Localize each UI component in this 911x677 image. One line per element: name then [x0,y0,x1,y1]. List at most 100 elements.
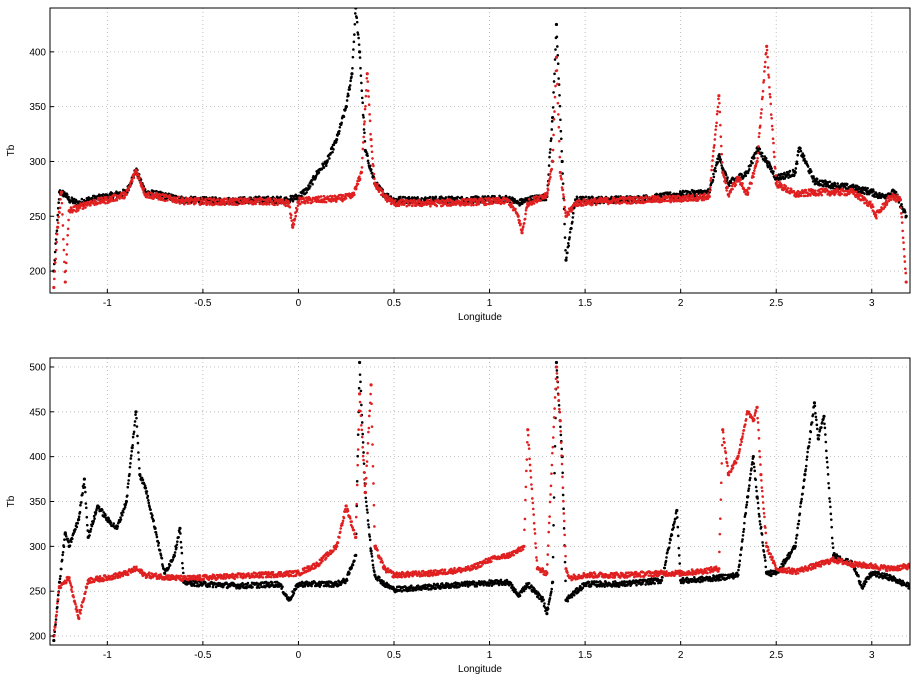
top-chart-trace-marker [289,213,293,217]
bottom-chart-trace-marker [132,430,136,434]
top-chart-trace-marker [620,201,624,205]
top-chart-trace-marker [769,113,773,116]
top-chart-data-point [359,170,364,175]
top-chart-trace-marker [347,94,350,97]
top-chart-trace-marker [372,172,376,176]
top-chart-trace-marker [362,116,365,119]
top-chart-trace-marker [363,131,366,135]
top-chart-trace-marker [458,200,462,204]
top-chart-trace-marker [431,195,434,199]
bottom-chart-trace-marker [527,581,531,585]
top-chart-trace-marker [289,216,293,220]
top-chart-trace-marker [406,199,409,203]
top-chart-trace-marker [820,193,824,197]
top-chart-trace-marker [493,194,496,198]
top-chart-trace-marker [129,183,132,187]
top-chart-trace-marker [768,85,771,89]
top-chart-trace-marker [544,198,548,202]
bottom-chart-trace-marker [499,578,503,582]
top-chart-y-tick-label: 300 [29,157,46,168]
bottom-chart-trace-marker [109,521,113,524]
top-chart-trace-marker [718,101,721,105]
bottom-chart-trace-marker [131,435,135,439]
bottom-chart-trace-marker [78,510,82,514]
top-chart-trace-marker [871,205,875,209]
top-chart-trace-marker [761,154,764,158]
top-chart-trace-marker [711,154,715,158]
top-chart-trace-marker [836,182,839,185]
bottom-chart-trace-marker [368,535,372,538]
top-chart-trace-marker [567,213,571,216]
top-chart-trace-marker [865,199,869,202]
top-chart-trace-marker [895,194,899,197]
top-chart-trace-marker [345,105,348,108]
bottom-chart-trace-marker [168,564,172,567]
bottom-chart-trace-marker [85,523,89,527]
bottom-chart-trace-marker [559,425,562,429]
top-chart-trace-marker [360,96,364,100]
bottom-chart-trace-marker [138,466,141,470]
bottom-chart-trace-marker [64,534,68,538]
top-chart-trace-marker [240,197,243,200]
bottom-chart-trace-marker [61,550,65,554]
bottom-chart-trace-marker [199,580,203,584]
top-chart-trace-marker [115,198,119,202]
top-chart-trace-marker [197,198,201,201]
top-chart-trace-marker [324,200,328,204]
top-chart-trace-marker [718,153,721,156]
top-chart-trace-marker [787,173,791,176]
top-chart-trace-marker [879,209,883,213]
top-chart-trace-marker [311,182,314,186]
top-chart-trace-marker [352,40,356,44]
bottom-chart-trace-marker [58,577,62,581]
top-chart-trace-marker [477,202,480,206]
bottom-chart-trace-marker [581,586,585,590]
top-chart-trace-marker [65,253,69,256]
top-chart-trace-marker [444,196,448,199]
bottom-chart-trace-marker [79,503,82,507]
top-chart-trace-marker [362,128,366,131]
top-chart-trace-marker [110,191,114,195]
top-chart-trace-marker [203,201,207,205]
top-chart-trace-marker [361,141,365,144]
bottom-chart-trace-marker [173,554,176,558]
top-chart-trace-marker [135,169,138,172]
top-chart-trace-marker [765,48,769,52]
top-chart-trace-marker [630,196,634,200]
bottom-chart-trace-marker [77,515,81,518]
top-chart-trace-marker [809,170,813,173]
top-chart-trace-marker [360,166,364,169]
top-chart-trace-marker [777,183,781,187]
bottom-chart-trace-marker [81,492,84,495]
top-chart-trace-marker [394,199,397,202]
top-chart-trace-marker [809,168,812,171]
top-chart-trace-marker [570,227,573,230]
top-chart-trace-marker [59,197,62,201]
top-chart-x-tick-label: -0.5 [194,298,212,309]
bottom-chart-trace-marker [364,496,368,500]
top-chart-trace-marker [549,139,553,143]
top-chart-trace-marker [899,206,903,209]
bottom-chart-trace-marker [177,535,180,539]
top-chart-series [52,8,908,290]
top-chart-trace-marker [892,198,896,201]
top-chart-trace-marker [708,186,712,189]
bottom-chart-trace-marker [547,600,551,603]
top-chart-trace-marker [56,221,60,225]
bottom-chart-trace-marker [119,518,123,521]
bottom-chart-trace-marker [584,584,588,588]
top-chart-trace-marker [795,160,799,163]
bottom-chart-data-point [354,553,358,557]
top-chart-trace-marker [815,177,819,181]
top-chart-trace-marker [780,183,783,187]
top-chart-trace-marker [803,157,806,161]
top-chart-trace-marker [562,193,565,196]
bottom-chart-trace-marker [146,498,150,502]
top-chart-trace-marker [64,261,68,265]
top-chart-trace-marker [319,195,323,198]
top-chart-trace-marker [662,199,666,203]
top-chart-trace-marker [902,247,906,251]
top-chart-trace-marker [429,204,432,208]
top-chart-data-point [52,285,56,290]
